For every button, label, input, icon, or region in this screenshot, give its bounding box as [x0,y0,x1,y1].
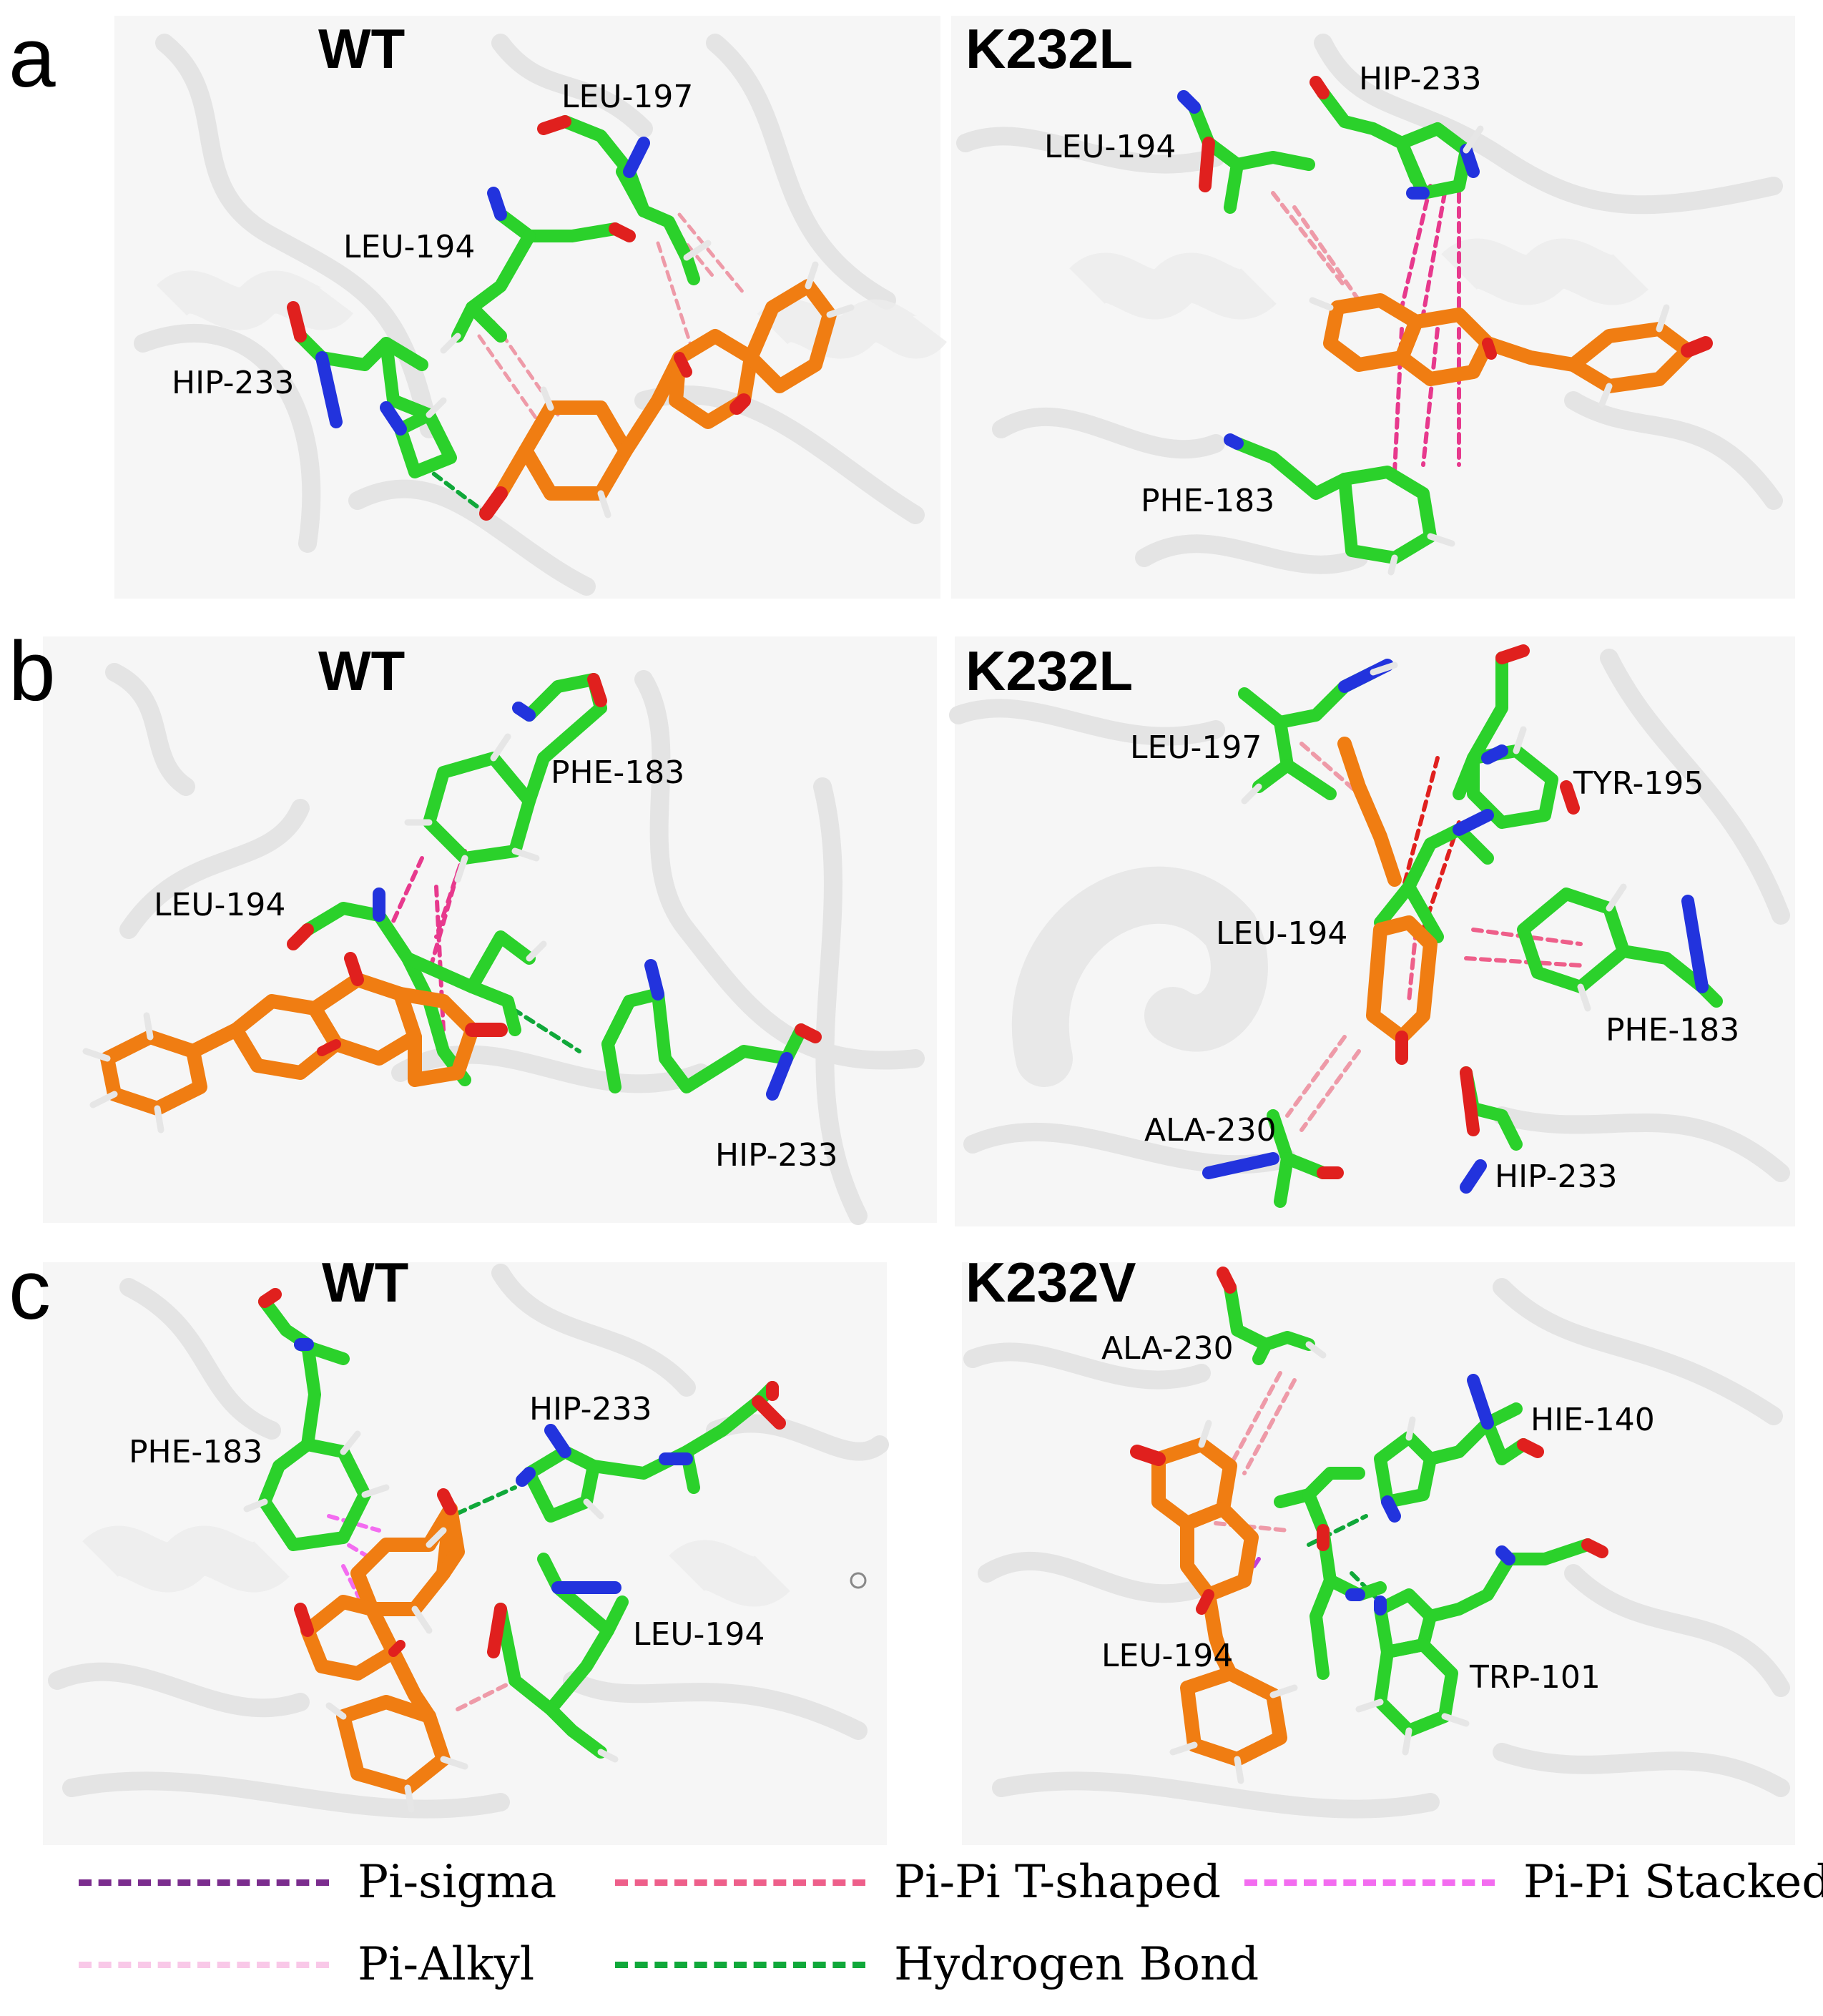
residue-label: LEU-194 [1101,1638,1233,1674]
residue-label: TYR-195 [1573,765,1704,802]
residue-label: LEU-194 [1216,915,1347,952]
residue-label: LEU-194 [154,887,285,923]
legend-label: Hydrogen Bond [894,1938,1259,1991]
panel-a-right: K232L LEU-194 HIP-233 PHE-183 [951,16,1795,599]
legend-line-hydrogen-bond [615,1961,865,1968]
residue-label: PHE-183 [551,754,684,791]
panel-c-right-title: K232V [965,1251,1136,1314]
panel-b-left-title: WT [318,639,405,702]
panel-a-left: WT LEU-197 LEU-194 HIP-233 [114,16,947,599]
legend-item-pi-alkyl: Pi-Alkyl [79,1938,534,1991]
legend-line-pi-alkyl [79,1961,329,1968]
residue-label: HIP-233 [529,1391,652,1427]
legend-line-pi-pi-t-shaped [615,1879,865,1886]
panel-letter-c: c [9,1243,51,1337]
panel-c-left-title: WT [322,1251,408,1314]
panel-letter-a: a [9,11,56,105]
residue-label: HIE-140 [1530,1402,1655,1438]
panel-b-right-title: K232L [965,639,1133,702]
panel-b-right: K232L LEU-197 TYR-195 LEU-194 PHE-183 AL… [949,636,1795,1226]
residue-label: TRP-101 [1469,1659,1601,1696]
legend-label: Pi-sigma [358,1856,557,1909]
residue-label: LEU-197 [561,79,693,115]
panel-c-right: K232V ALA-230 HIE-140 LEU-194 TRP-101 [962,1251,1795,1845]
residue-label: PHE-183 [129,1434,262,1470]
panel-a-right-title: K232L [965,17,1133,80]
legend-item-pi-sigma: Pi-sigma [79,1856,556,1909]
residue-label: PHE-183 [1141,483,1274,519]
panel-letter-b: b [9,624,56,719]
legend-line-pi-pi-stacked [1244,1879,1495,1886]
legend-label: Pi-Pi T-shaped [894,1856,1222,1909]
residue-label: HIP-233 [1359,61,1482,97]
residue-label: HIP-233 [1495,1159,1618,1195]
legend-item-pi-pi-stacked: Pi-Pi Stacked [1244,1856,1823,1909]
panel-c-left: WT HIP-233 PHE-183 LEU-194 [43,1251,889,1845]
legend-item-pi-pi-t-shaped: Pi-Pi T-shaped [615,1856,1221,1909]
legend-label: Pi-Pi Stacked [1523,1856,1823,1909]
residue-label: LEU-194 [343,229,475,265]
residue-label: ALA-230 [1101,1330,1234,1367]
residue-label: LEU-197 [1130,729,1262,766]
residue-label: LEU-194 [633,1616,765,1653]
residue-label: LEU-194 [1044,129,1176,165]
legend-label: Pi-Alkyl [358,1938,535,1991]
panel-b-left: WT PHE-183 LEU-194 HIP-233 [43,636,937,1225]
legend-item-hydrogen-bond: Hydrogen Bond [615,1938,1259,1991]
legend-line-pi-sigma [79,1879,329,1886]
residue-label: ALA-230 [1144,1112,1277,1149]
residue-label: HIP-233 [172,365,295,401]
panel-a-left-title: WT [318,17,405,80]
residue-label: PHE-183 [1606,1012,1739,1048]
legend: Pi-sigma Pi-Pi T-shaped Pi-Pi Stacked Pi… [0,1831,1823,2016]
residue-label: HIP-233 [715,1137,838,1174]
